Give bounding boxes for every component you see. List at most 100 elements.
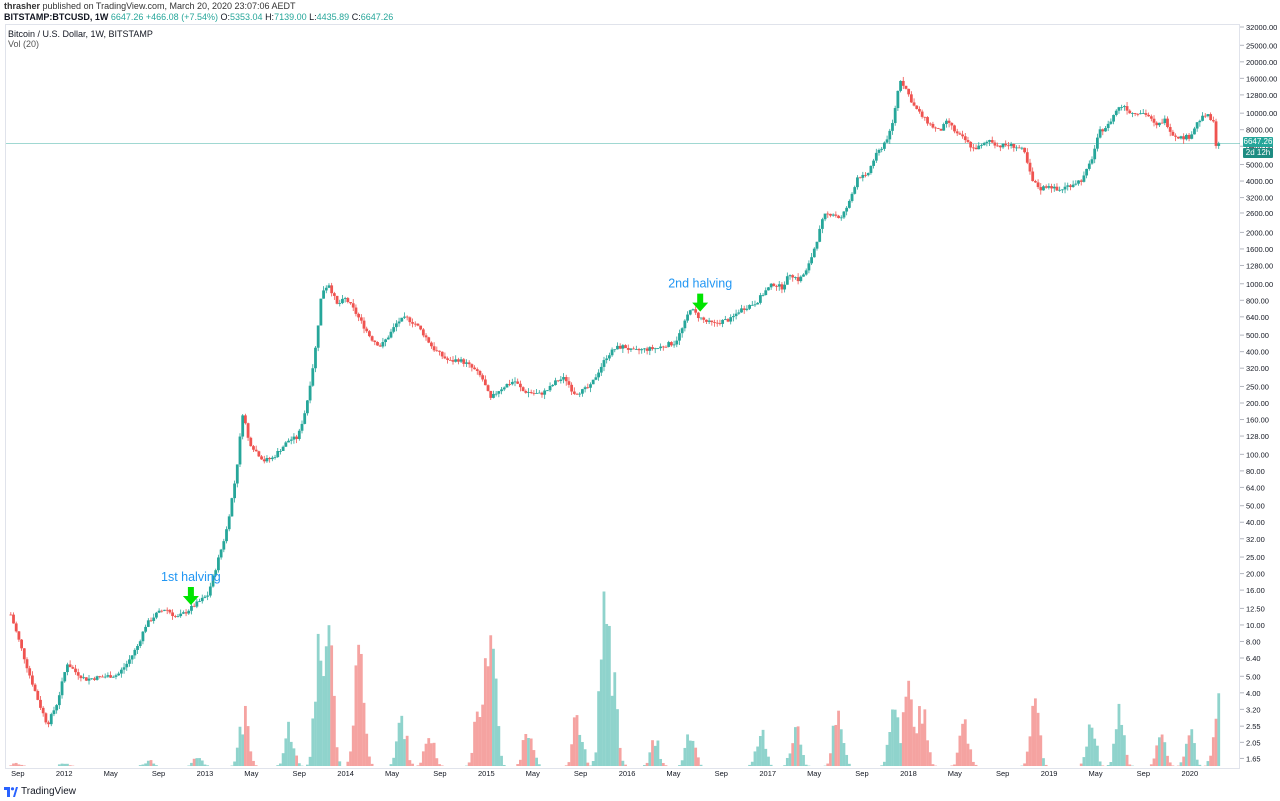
volume-bar <box>1042 758 1045 766</box>
candle-body <box>192 605 196 607</box>
candle-body <box>980 145 983 146</box>
volume-bar <box>1023 763 1026 766</box>
annotation-1st-halving: 1st halving <box>161 570 221 584</box>
footer-brand[interactable]: TradingView <box>21 786 77 797</box>
y-tick-label: 25.00 <box>1246 553 1265 562</box>
candle-body <box>90 678 94 680</box>
volume-bar <box>1128 764 1132 766</box>
candle-body <box>678 333 681 341</box>
candle-body <box>55 705 59 711</box>
candle-body <box>901 80 905 86</box>
candle-body <box>880 148 884 150</box>
candle-body <box>761 295 765 296</box>
candle-body <box>1206 114 1210 117</box>
candle-body <box>726 319 730 322</box>
candle-body <box>217 557 220 571</box>
candle-body <box>262 459 266 462</box>
ohlc-line: BITSTAMP:BTCUSD, 1W 6647.26 +466.08 (+7.… <box>4 12 393 22</box>
volume-bar <box>335 747 339 766</box>
volume-bar <box>349 751 352 766</box>
candle-body <box>206 595 210 597</box>
candle-body <box>1203 115 1207 117</box>
candle-body <box>311 368 315 386</box>
candle-body <box>1139 113 1142 115</box>
x-tick-label: May <box>385 769 399 778</box>
volume-bar <box>22 765 26 766</box>
candle-body <box>459 359 463 362</box>
volume-bar <box>238 726 242 766</box>
candle-body <box>295 436 299 439</box>
candle-body <box>82 677 86 679</box>
volume-bar <box>149 760 153 766</box>
volume-bar <box>489 635 493 766</box>
candle-body <box>659 346 663 349</box>
volume-bar <box>421 751 425 766</box>
y-tick-label: 80.00 <box>1246 467 1265 476</box>
candle-body <box>1109 121 1113 124</box>
candle-body <box>810 257 813 264</box>
candle-body <box>1163 118 1167 124</box>
volume-bar <box>643 765 646 766</box>
candle-body <box>305 400 309 414</box>
candle-body <box>49 714 53 725</box>
volume-bar <box>405 735 409 766</box>
candle-body <box>171 612 174 616</box>
candle-body <box>1128 110 1132 114</box>
candle-body <box>969 141 973 148</box>
candle-body <box>179 613 183 617</box>
candle-body <box>386 337 390 340</box>
volume-bar <box>486 666 490 766</box>
volume-bar <box>152 763 156 766</box>
candle-body <box>831 214 835 216</box>
candle-body <box>494 393 498 395</box>
candle-body <box>535 393 538 394</box>
candle-body <box>381 342 385 347</box>
candle-body <box>440 351 444 357</box>
volume-bar <box>581 741 584 766</box>
candle-body <box>575 393 579 395</box>
candle-body <box>427 337 431 343</box>
candle-body <box>289 439 293 441</box>
candle-body <box>117 673 121 676</box>
volume-bar <box>354 665 358 766</box>
candle-body <box>931 123 935 128</box>
volume-bar <box>20 764 23 766</box>
open-label: O: <box>220 12 230 22</box>
candle-body <box>322 290 325 299</box>
candle-body <box>715 322 719 324</box>
volume-bar <box>289 741 293 766</box>
candle-body <box>467 362 471 365</box>
x-tick-label: Sep <box>574 769 587 778</box>
volume-bar <box>467 762 471 766</box>
y-tick-label: 10000.00 <box>1246 109 1277 118</box>
volume-bar <box>63 763 67 766</box>
candle-body <box>144 626 148 632</box>
candle-body <box>394 323 398 328</box>
candle-body <box>343 298 347 299</box>
candle-body <box>252 446 255 450</box>
volume-bar <box>586 762 590 766</box>
volume-bar <box>575 715 579 766</box>
candle-body <box>214 570 218 576</box>
volume-bar <box>594 752 598 766</box>
candle-body <box>947 120 951 123</box>
volume-bar <box>907 680 911 766</box>
candle-body <box>257 451 261 457</box>
candle-body <box>1141 113 1145 114</box>
candle-body <box>737 312 741 314</box>
candle-body <box>508 384 512 385</box>
publisher-name[interactable]: thrasher <box>4 1 41 11</box>
x-tick-label: 2020 <box>1181 769 1198 778</box>
volume-bar <box>1155 745 1159 766</box>
candle-body <box>540 392 544 395</box>
chart-frame[interactable] <box>5 24 1240 769</box>
candle-body <box>1133 113 1137 114</box>
x-tick-label: 2012 <box>56 769 73 778</box>
volume-bar <box>519 759 522 766</box>
candle-body <box>30 675 34 685</box>
volume-bar <box>880 765 884 766</box>
volume-bar <box>893 709 897 766</box>
volume-bar <box>155 765 158 766</box>
x-tick-label: 2017 <box>759 769 776 778</box>
